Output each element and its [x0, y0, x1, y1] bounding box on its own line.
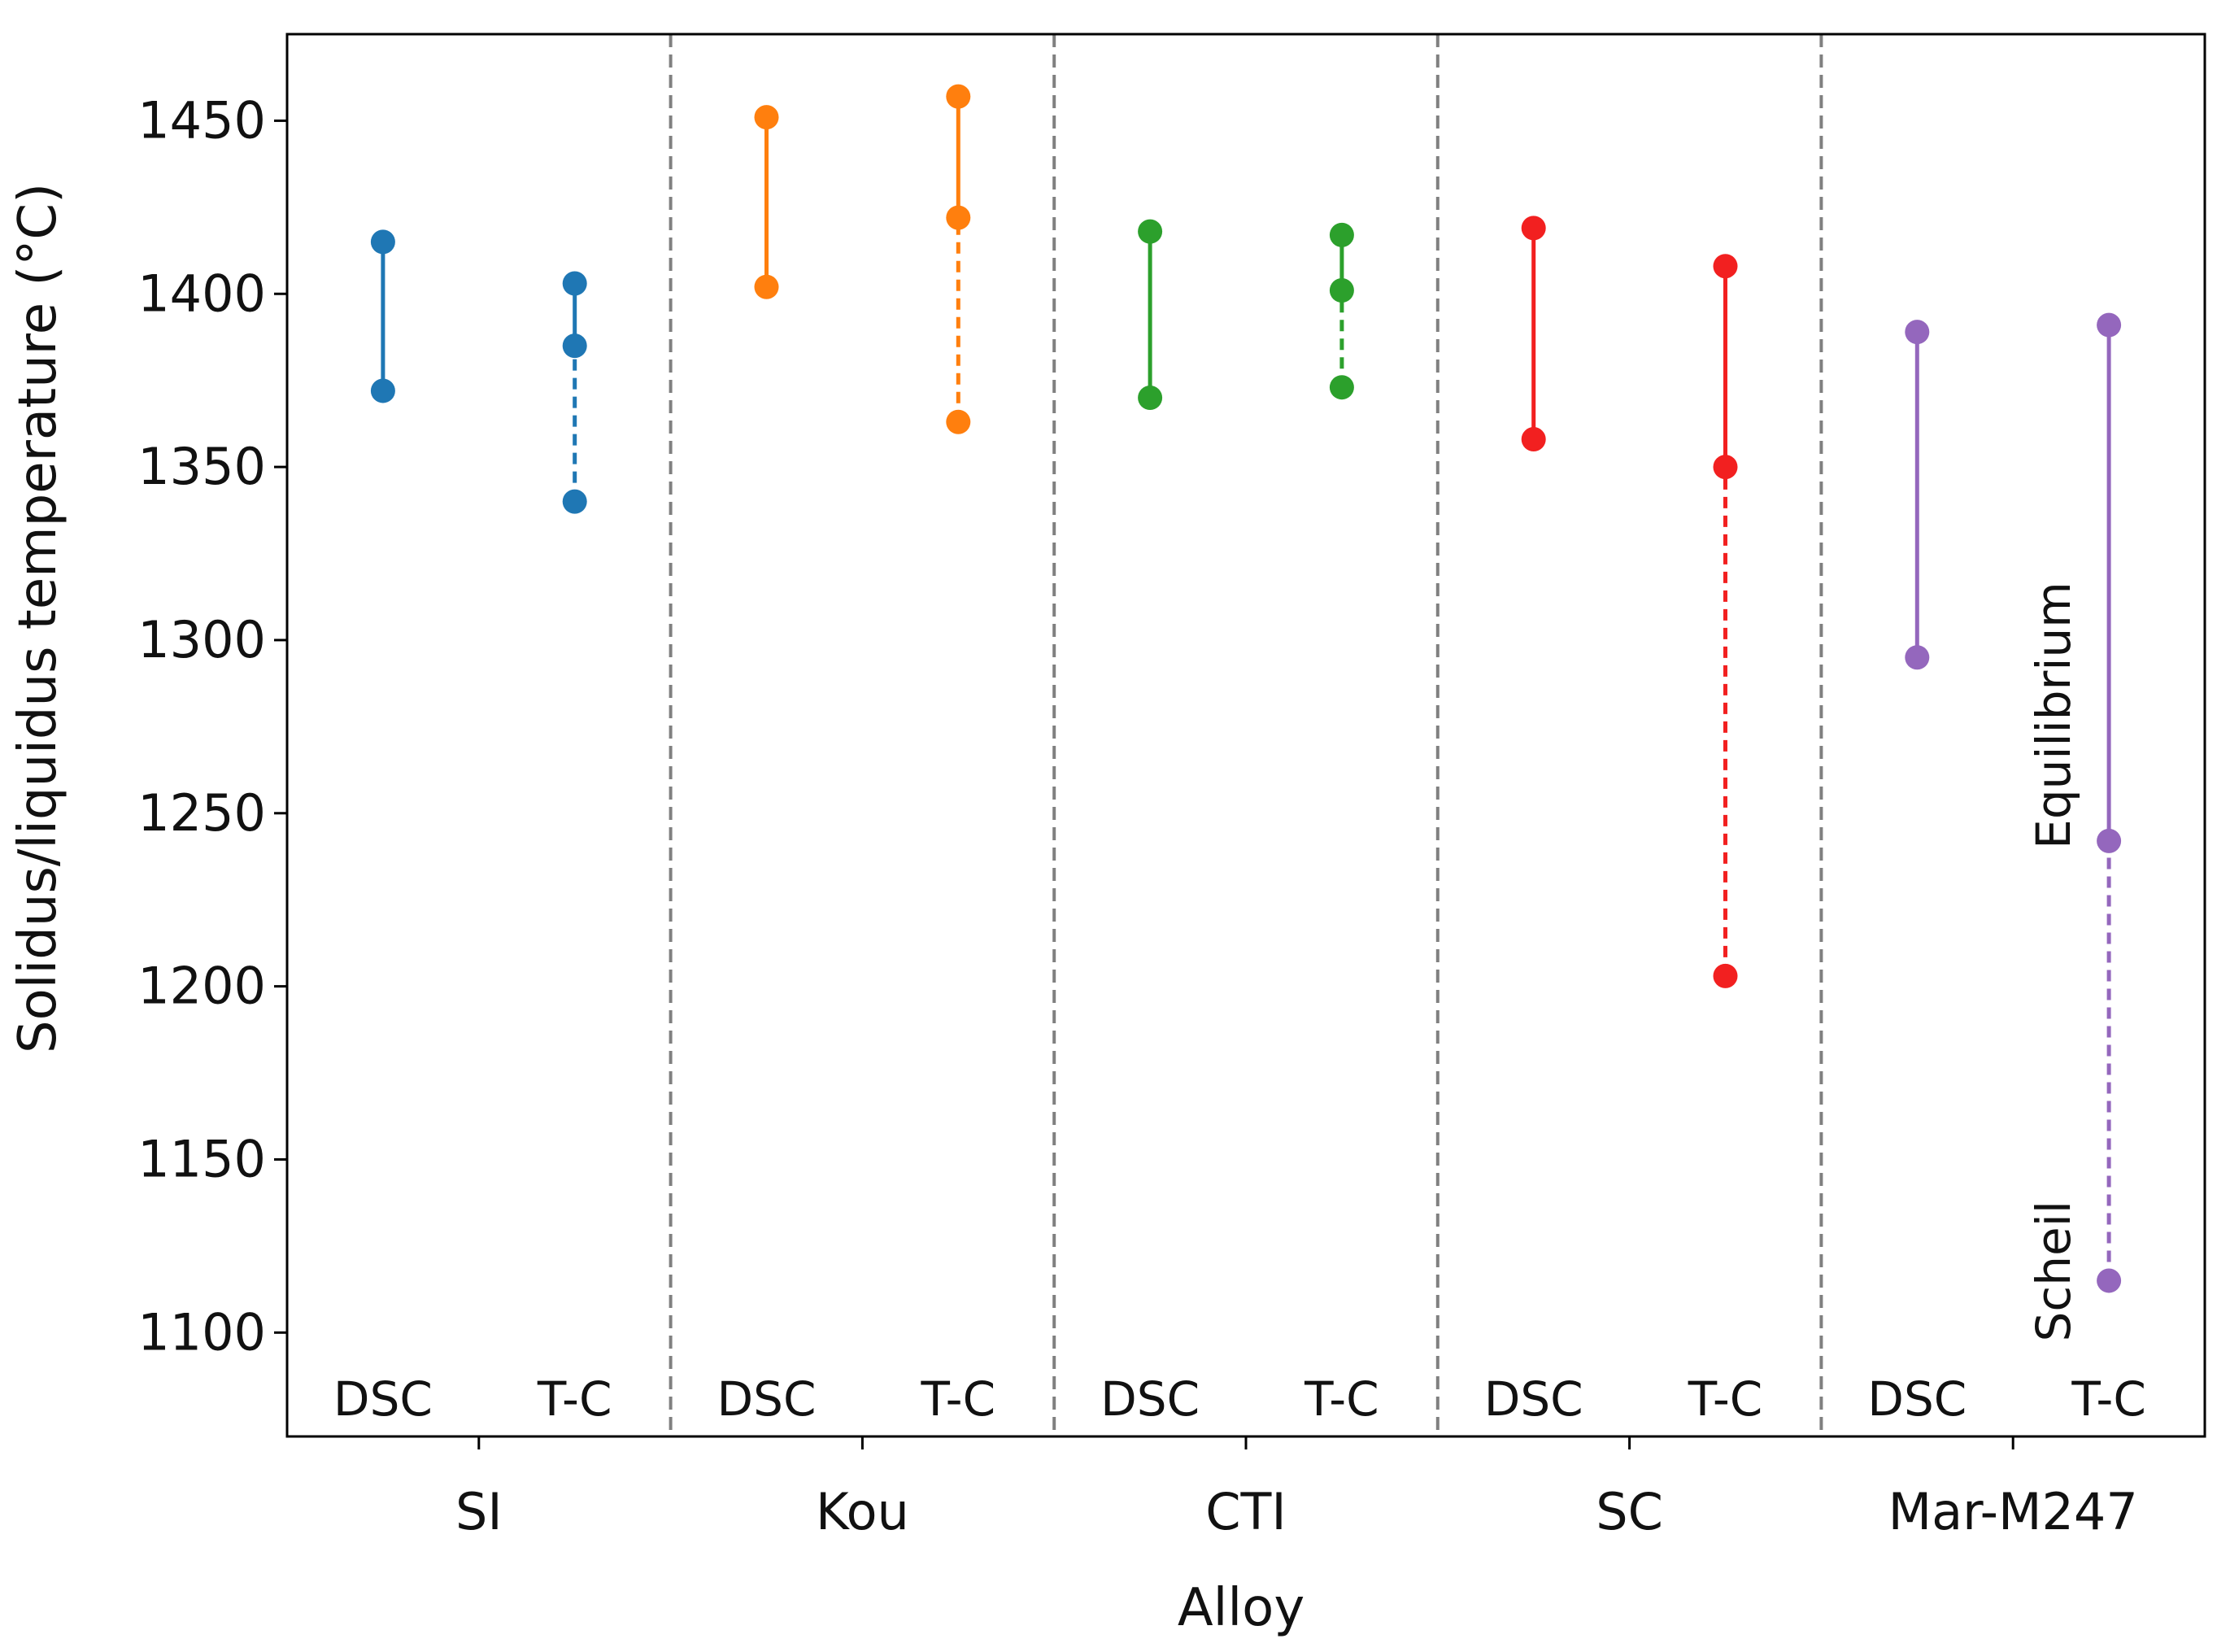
x-tick-label: SI	[455, 1482, 503, 1541]
dsc-liquidus-point-mar-m247	[1905, 320, 1930, 345]
y-tick-label: 1400	[137, 264, 266, 323]
equilibrium-annotation: Equilibrium	[2026, 582, 2081, 849]
tc-scheil-point-kou	[946, 409, 971, 434]
method-label-tc: T-C	[2071, 1371, 2146, 1427]
dsc-liquidus-point-cti	[1138, 219, 1163, 244]
method-label-dsc: DSC	[717, 1371, 817, 1427]
y-axis-label: Solidus/liquidus temperature (°C)	[8, 183, 68, 1053]
method-label-tc: T-C	[1688, 1371, 1763, 1427]
dsc-solidus-point-mar-m247	[1905, 645, 1930, 670]
tc-liquidus-point-cti	[1329, 222, 1354, 247]
plot-frame	[285, 33, 2206, 1438]
tc-scheil-point-si	[562, 489, 587, 514]
method-label-tc: T-C	[921, 1371, 996, 1427]
x-tick-label: Mar-M247	[1888, 1482, 2138, 1541]
tc-equilibrium-point-kou	[946, 205, 971, 230]
method-label-dsc: DSC	[1484, 1371, 1583, 1427]
tc-equilibrium-point-si	[562, 333, 587, 359]
dsc-liquidus-point-si	[370, 229, 395, 255]
y-tick-label: 1150	[137, 1129, 266, 1188]
tc-equilibrium-point-sc	[1713, 455, 1738, 480]
y-tick-label: 1100	[137, 1302, 266, 1362]
x-axis-label: Alloy	[1178, 1578, 1305, 1638]
tc-liquidus-point-mar-m247	[2097, 312, 2122, 338]
method-label-dsc: DSC	[1867, 1371, 1967, 1427]
tc-scheil-point-sc	[1713, 963, 1738, 988]
y-tick-label: 1450	[137, 90, 266, 150]
y-tick-label: 1300	[137, 610, 266, 669]
method-label-dsc: DSC	[333, 1371, 433, 1427]
tc-liquidus-point-si	[562, 271, 587, 296]
tc-equilibrium-point-cti	[1329, 278, 1354, 303]
dsc-solidus-point-si	[370, 378, 395, 403]
dsc-liquidus-point-kou	[754, 105, 779, 130]
tc-equilibrium-point-mar-m247	[2097, 828, 2122, 853]
x-tick-label: SC	[1596, 1482, 1663, 1541]
y-tick-label: 1350	[137, 437, 266, 496]
method-label-dsc: DSC	[1100, 1371, 1200, 1427]
dsc-solidus-point-kou	[754, 274, 779, 299]
method-label-tc: T-C	[1304, 1371, 1379, 1427]
method-label-tc: T-C	[537, 1371, 612, 1427]
y-tick-label: 1200	[137, 957, 266, 1016]
tc-scheil-point-mar-m247	[2097, 1268, 2122, 1293]
y-tick-label: 1250	[137, 783, 266, 843]
dsc-solidus-point-cti	[1138, 385, 1163, 410]
scheil-annotation: Scheil	[2026, 1201, 2081, 1341]
tc-liquidus-point-sc	[1713, 254, 1738, 279]
dsc-liquidus-point-sc	[1521, 216, 1546, 241]
x-tick-label: CTI	[1205, 1482, 1286, 1541]
dsc-solidus-point-sc	[1521, 427, 1546, 452]
tc-liquidus-point-kou	[946, 84, 971, 109]
tc-scheil-point-cti	[1329, 375, 1354, 400]
x-tick-label: Kou	[816, 1482, 909, 1541]
